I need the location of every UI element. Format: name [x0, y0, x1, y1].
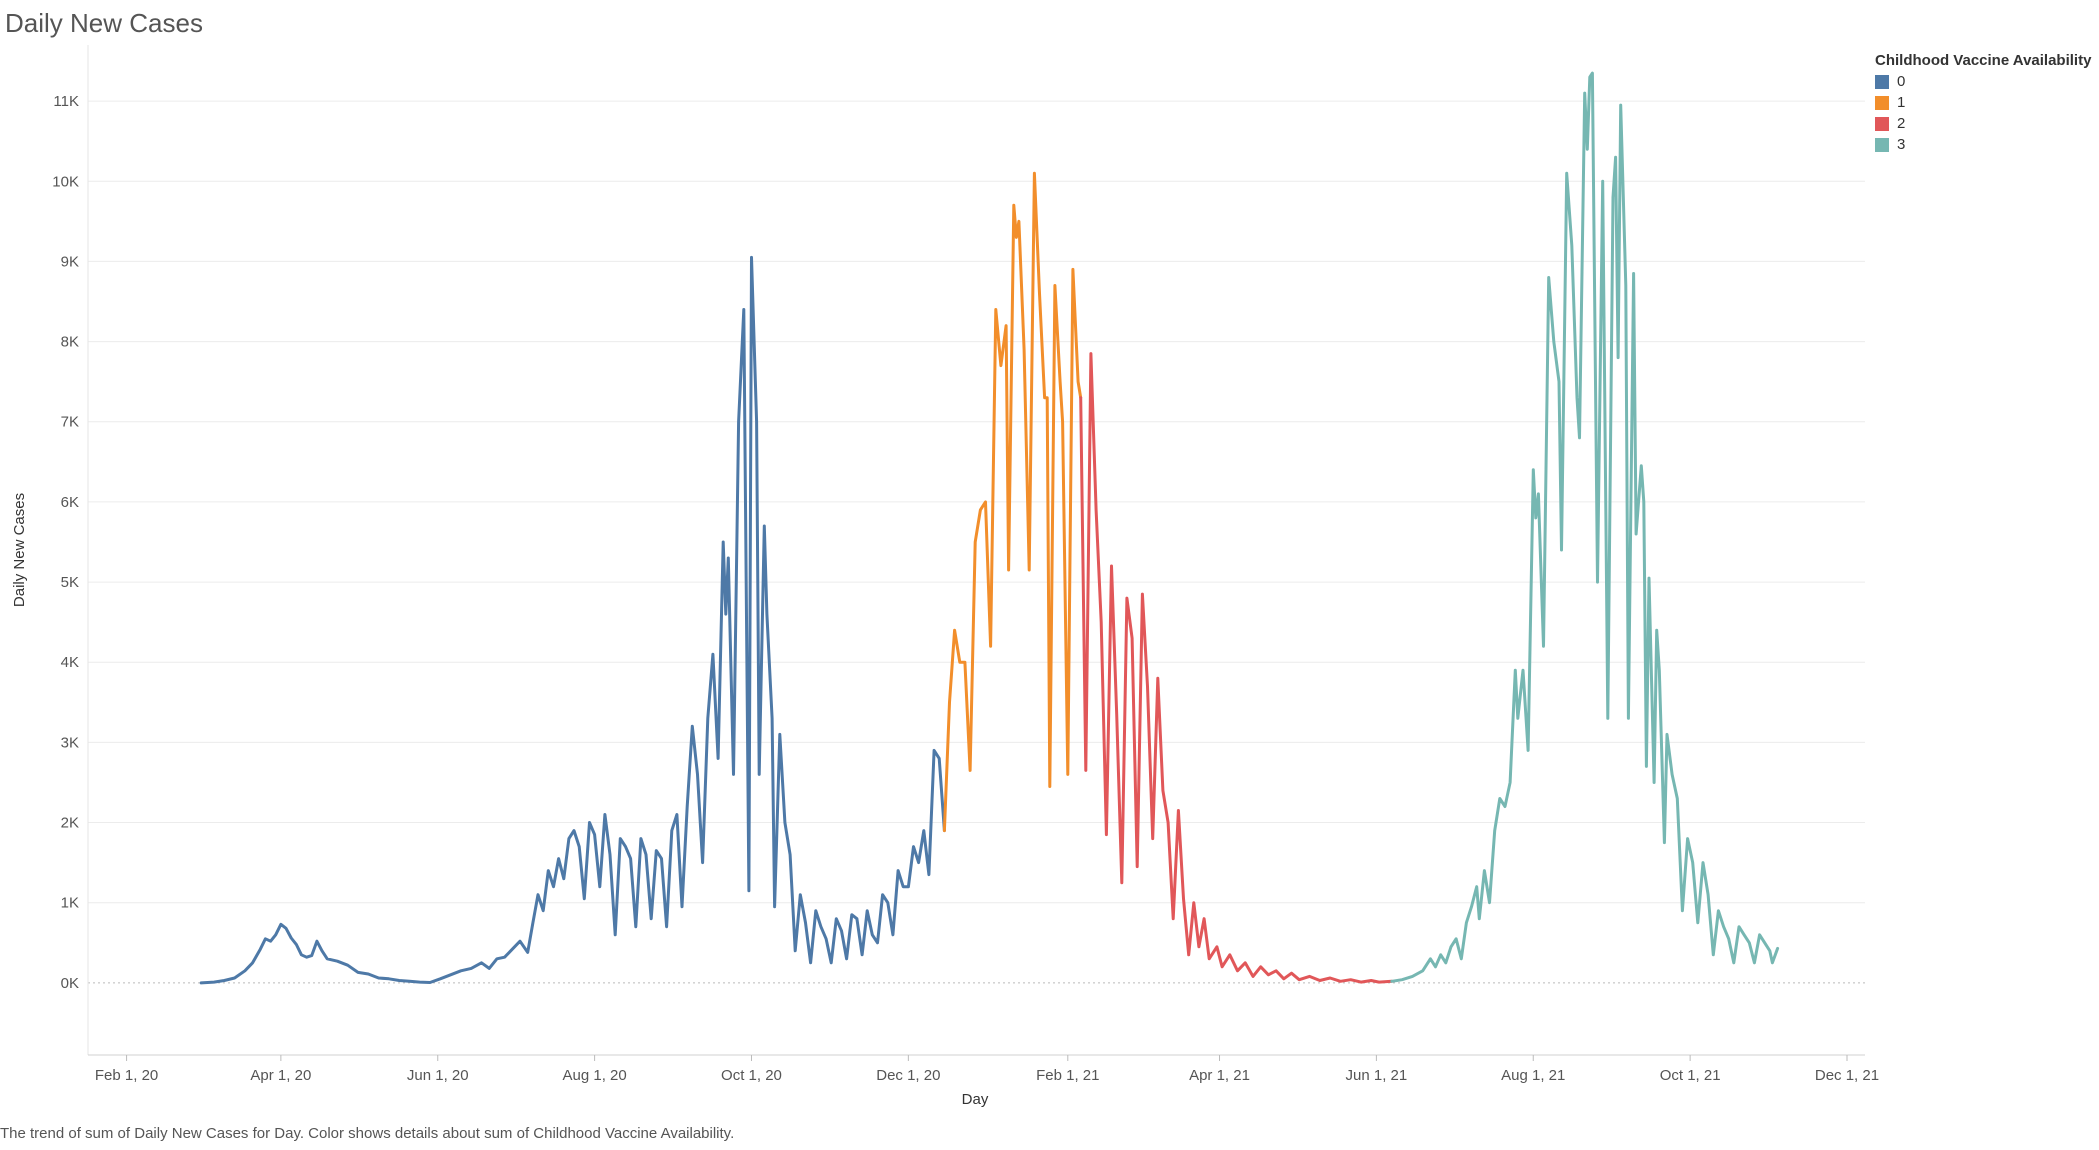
chart-title: Daily New Cases: [5, 8, 203, 38]
y-tick-label: 9K: [61, 253, 79, 270]
legend-label: 2: [1897, 115, 1906, 132]
x-tick-label: Feb 1, 21: [1036, 1067, 1099, 1084]
legend-item-3[interactable]: 3: [1875, 134, 2091, 155]
legend-label: 0: [1897, 73, 1906, 90]
legend: Childhood Vaccine Availability 0 1 2 3: [1875, 52, 2091, 155]
y-tick-label: 8K: [61, 334, 79, 351]
y-tick-label: 1K: [61, 895, 79, 912]
y-tick-label: 7K: [61, 414, 79, 431]
x-tick-label: Aug 1, 20: [563, 1067, 627, 1084]
y-tick-label: 0K: [61, 975, 79, 992]
y-tick-label: 4K: [61, 654, 79, 671]
chart-caption: The trend of sum of Daily New Cases for …: [0, 1125, 735, 1142]
y-tick-label: 6K: [61, 494, 79, 511]
legend-swatch: [1875, 116, 1889, 131]
legend-label: 3: [1897, 136, 1906, 153]
legend-swatch: [1875, 137, 1889, 152]
y-axis-title: Daily New Cases: [11, 493, 28, 607]
x-axis-title: Day: [962, 1091, 989, 1108]
x-tick-label: Apr 1, 21: [1189, 1067, 1250, 1084]
y-tick-label: 11K: [53, 93, 79, 110]
y-tick-label: 5K: [61, 574, 79, 591]
series-line-2: [1079, 352, 1394, 984]
y-tick-label: 3K: [61, 734, 79, 751]
x-tick-label: Dec 1, 20: [876, 1067, 940, 1084]
gridlines: [88, 100, 1865, 984]
x-tick-label: Jun 1, 21: [1346, 1067, 1408, 1084]
series-line-3: [1390, 71, 1780, 983]
x-tick-label: Dec 1, 21: [1815, 1067, 1879, 1084]
legend-label: 1: [1897, 94, 1906, 111]
x-tick-label: Aug 1, 21: [1501, 1067, 1565, 1084]
legend-items: 0 1 2 3: [1875, 71, 2091, 155]
series-line-1: [942, 171, 1083, 833]
x-tick-label: Oct 1, 20: [721, 1067, 782, 1084]
x-tick-label: Apr 1, 20: [250, 1067, 311, 1084]
x-tick-label: Feb 1, 20: [95, 1067, 158, 1084]
legend-swatch: [1875, 74, 1889, 89]
x-tick-label: Jun 1, 20: [407, 1067, 469, 1084]
legend-item-2[interactable]: 2: [1875, 113, 2091, 134]
y-tick-label: 2K: [61, 815, 79, 832]
y-tick-label: 10K: [52, 173, 79, 190]
legend-swatch: [1875, 95, 1889, 110]
legend-title: Childhood Vaccine Availability: [1875, 52, 2092, 69]
legend-item-0[interactable]: 0: [1875, 71, 2091, 92]
x-tick-label: Oct 1, 21: [1660, 1067, 1721, 1084]
series-lines: [199, 71, 1780, 985]
axes: 0K 1K 2K 3K 4K 5K 6K 7K 8K 9K 10K 11K Feb 1, 20 Apr 1…: [52, 45, 1879, 1084]
series-line-0: [199, 255, 946, 985]
legend-item-1[interactable]: 1: [1875, 92, 2091, 113]
